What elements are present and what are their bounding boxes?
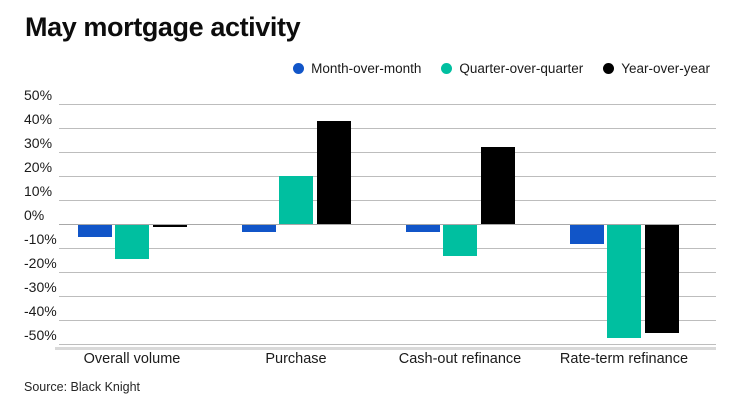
legend-label: Quarter-over-quarter — [459, 61, 584, 76]
bar — [241, 225, 276, 233]
gridline — [59, 272, 716, 273]
bar — [115, 225, 149, 259]
y-tick-label: 50% — [24, 87, 53, 103]
legend-label: Year-over-year — [621, 61, 710, 76]
y-tick-label: 40% — [24, 111, 53, 127]
y-tick-label: 20% — [24, 159, 53, 175]
gridline — [59, 176, 716, 177]
legend-item: Year-over-year — [603, 61, 710, 76]
source-note: Source: Black Knight — [24, 380, 141, 394]
x-category-label: Overall volume — [83, 351, 181, 367]
bar — [405, 225, 440, 233]
y-tick-label: -30% — [24, 279, 57, 295]
y-tick-label: -50% — [24, 327, 57, 343]
y-tick-label: -10% — [24, 231, 57, 247]
gridline — [59, 344, 716, 345]
y-tick-label: 30% — [24, 135, 53, 151]
x-axis-line — [55, 347, 716, 350]
bar — [644, 225, 679, 333]
circle-marker-icon — [441, 63, 453, 74]
gridline — [59, 248, 716, 249]
bar — [152, 225, 187, 228]
y-tick-label: -20% — [24, 255, 57, 271]
y-tick-label: 10% — [24, 183, 53, 199]
gridline — [59, 200, 716, 201]
y-tick-label: -40% — [24, 303, 57, 319]
x-category-label: Rate-term refinance — [559, 351, 689, 367]
gridline — [59, 296, 716, 297]
legend-item: Month-over-month — [293, 61, 421, 76]
x-category-label: Purchase — [265, 351, 327, 367]
y-tick-label: 0% — [24, 207, 45, 223]
gridline — [59, 128, 716, 129]
bar — [607, 225, 641, 338]
gridline — [59, 152, 716, 153]
bar — [480, 147, 515, 224]
circle-marker-icon — [293, 63, 305, 74]
bar — [77, 225, 112, 237]
gridline — [59, 224, 716, 225]
page-title: May mortgage activity — [25, 12, 301, 42]
bar — [279, 176, 313, 224]
legend-item: Quarter-over-quarter — [441, 61, 583, 76]
x-category-label: Cash-out refinance — [398, 351, 522, 367]
gridline — [59, 104, 716, 105]
circle-marker-icon — [603, 63, 615, 74]
bar — [316, 120, 351, 224]
legend-label: Month-over-month — [311, 61, 422, 76]
legend: Month-over-month Quarter-over-quarter Year… — [293, 61, 710, 76]
bar — [569, 225, 604, 245]
bar — [443, 225, 477, 257]
gridline — [59, 320, 716, 321]
